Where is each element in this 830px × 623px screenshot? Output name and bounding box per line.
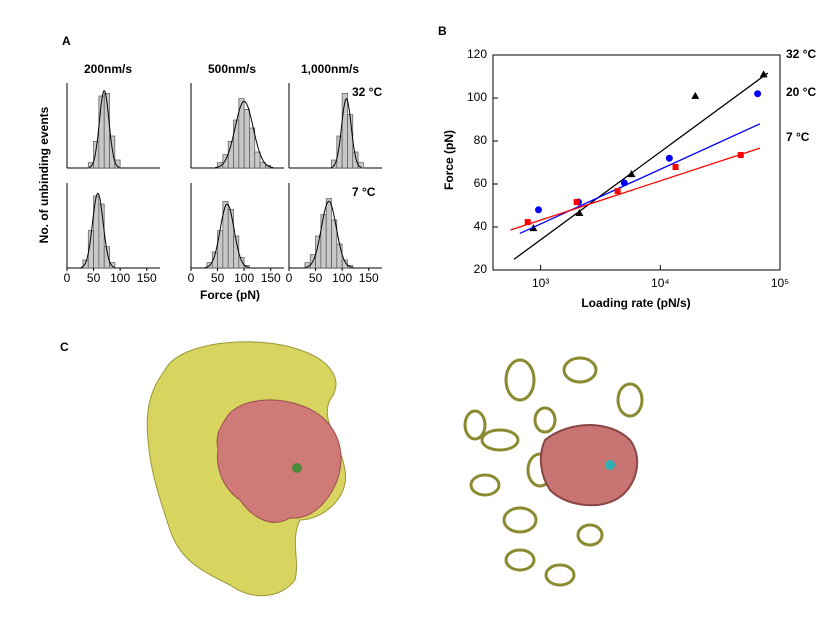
x-tick-label: 50 [87,271,101,285]
x-tick-label: 10³ [532,276,549,290]
fit-line [519,123,761,235]
x-tick-label: 50 [211,271,225,285]
y-tick-label: 40 [474,219,488,233]
bar [336,243,343,269]
y-axis-label: No. of unbinding events [37,106,51,243]
bar [325,198,332,269]
x-tick-label: 100 [234,271,254,285]
plot-frame [492,54,781,271]
fit-curve [80,192,115,269]
x-tick-label: 10⁴ [651,276,670,290]
x-tick-label: 0 [64,271,71,285]
panel-label: A [62,34,71,48]
y-tick-label: 80 [474,133,488,147]
x-tick-label: 150 [261,271,281,285]
bar [217,230,224,269]
fit-curve [88,90,120,168]
fit-curve [330,98,362,169]
bar [82,259,89,269]
marker [759,70,768,78]
x-tick-label: 50 [309,271,323,285]
fit-curve [204,203,250,269]
marker [754,90,762,98]
bar [98,203,105,269]
marker [524,219,531,226]
x-tick-label: 100 [332,271,352,285]
panel-label: C [60,340,69,354]
fit-curve [304,200,353,269]
fit-curve [215,100,274,169]
bar [243,108,250,169]
bar [238,256,245,269]
marker [614,188,621,195]
ribbon-domain [539,424,639,507]
bar [249,127,256,169]
marker [627,170,636,178]
x-tick-label: 10⁵ [771,276,789,290]
x-tick-label: 0 [286,271,293,285]
column-title: 200nm/s [84,62,132,76]
series-label: 20 °C [786,85,816,99]
marker [573,199,580,206]
marker [737,151,744,158]
panel-label: B [438,24,447,38]
marker [672,164,679,171]
fit-line [513,72,769,260]
y-tick-label: 100 [467,90,487,104]
bar [109,135,116,169]
x-tick-label: 150 [137,271,157,285]
column-title: 500nm/s [208,62,256,76]
bar [114,159,121,169]
column-title: 1,000nm/s [301,62,359,76]
marker [665,154,673,162]
marker [620,179,628,187]
bar [98,95,105,169]
y-tick-label: 20 [474,262,488,276]
y-tick-label: 120 [467,47,487,61]
x-axis-label: Loading rate (pN/s) [581,296,690,310]
y-tick-label: 60 [474,176,488,190]
x-tick-label: 100 [110,271,130,285]
bar [227,208,234,269]
ribbon-render [463,356,644,587]
x-axis-label: Force (pN) [200,288,260,302]
row-label: 32 °C [352,85,382,99]
bar [254,151,261,169]
fit-line [510,147,761,231]
bar [347,114,354,169]
bar [103,246,110,269]
marker [575,209,584,217]
series-label: 32 °C [786,47,816,61]
bar [352,151,359,169]
x-tick-label: 150 [359,271,379,285]
bar [341,259,348,269]
marker [535,206,543,214]
surface-render [146,341,346,597]
x-tick-label: 0 [188,271,195,285]
row-label: 7 °C [352,185,376,199]
marker [691,91,700,99]
bar [320,214,327,269]
bar [233,119,240,169]
y-axis-label: Force (pN) [442,130,456,190]
series-label: 7 °C [786,130,810,144]
